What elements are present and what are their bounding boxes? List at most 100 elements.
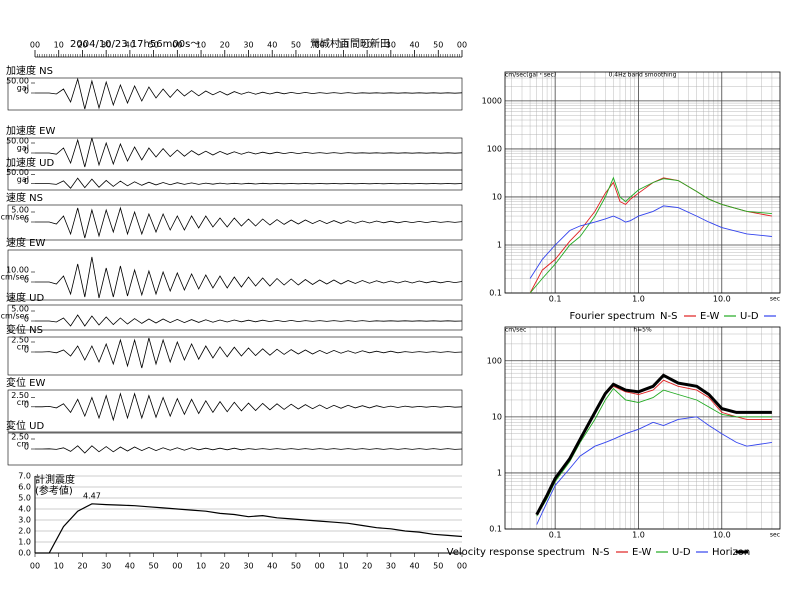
x-tick-label: 30 — [101, 41, 111, 50]
x-tick-label: 0.1 — [549, 295, 562, 304]
x-tick-label: 00 — [315, 41, 325, 50]
plot-subtitle: 0.4Hz band smoothing — [609, 72, 677, 79]
waveform-line — [35, 206, 463, 239]
x-tick-label: 50 — [433, 41, 443, 50]
legend-label: U-D — [740, 311, 759, 322]
unit-label: cm/sec — [1, 273, 29, 282]
x-tick-label: 20 — [77, 41, 87, 50]
y-tick-label: 2.50 — [11, 433, 29, 442]
x-tick-label: 20 — [220, 562, 230, 571]
y-tick-label: 0 — [24, 147, 29, 156]
unit-label: cm — [17, 440, 29, 449]
legend-title: Fourier spectrum — [569, 311, 655, 322]
unit-label: cm/sec — [1, 213, 29, 222]
unit-label: gal — [17, 144, 29, 153]
y-tick-label: 3.0 — [18, 516, 31, 525]
y-tick-label: 2.50 — [11, 336, 29, 345]
peak-label: 4.47 — [83, 491, 101, 500]
intensity-subtitle: (参考値) — [35, 484, 73, 497]
y-axis-label: cm/sec(gal・sec) — [505, 72, 556, 79]
trace-label: 速度 EW — [6, 236, 45, 249]
y-tick-label: 0 — [24, 443, 29, 452]
legend-label: E-W — [632, 547, 652, 558]
x-tick-label: 0.1 — [549, 531, 562, 540]
trace-frame — [7, 389, 463, 433]
y-tick-label: 5.00 — [11, 305, 29, 314]
x-tick-label: 20 — [220, 41, 230, 50]
x-tick-label: 50 — [149, 562, 159, 571]
y-tick-label: 0.1 — [489, 525, 502, 534]
trace-label: 加速度 NS — [6, 64, 53, 77]
y-tick-label: 1 — [497, 240, 502, 249]
x-axis-label: sec — [770, 532, 780, 539]
x-tick-label: 30 — [386, 562, 396, 571]
y-tick-label: 5.00 — [11, 206, 29, 215]
trace-frame — [7, 137, 463, 171]
unit-label: cm — [17, 343, 29, 352]
trace-frame — [7, 204, 463, 241]
legend-label: E-W — [700, 311, 720, 322]
legend-title: Velocity response spectrum — [447, 547, 585, 558]
y-tick-label: 0 — [24, 315, 29, 324]
trace-label: 変位 NS — [6, 323, 43, 336]
x-tick-label: 50 — [149, 41, 159, 50]
legend-label: N-S — [660, 311, 677, 322]
x-tick-label: 10 — [54, 41, 64, 50]
unit-label: gal — [17, 84, 29, 93]
x-tick-label: 40 — [409, 41, 419, 50]
x-tick-label: 50 — [291, 41, 301, 50]
x-tick-label: 50 — [291, 562, 301, 571]
record-time: 2004/10/23 17h56m00s～ — [70, 39, 200, 50]
trace-frame — [7, 336, 463, 376]
x-tick-label: 40 — [267, 41, 277, 50]
trace-frame — [7, 77, 463, 111]
trace-frame — [7, 169, 463, 191]
x-tick-label: 20 — [362, 41, 372, 50]
x-tick-label: 10 — [196, 562, 206, 571]
spectrum-line — [536, 387, 772, 517]
x-tick-label: 40 — [267, 562, 277, 571]
intensity-title: 計測震度 — [35, 473, 75, 486]
station-name: 鶯城村百間町新田 — [310, 37, 390, 50]
waveform-line — [35, 392, 463, 422]
x-tick-label: 20 — [77, 562, 87, 571]
trace-label: 変位 EW — [6, 376, 45, 389]
x-tick-label: 40 — [125, 562, 135, 571]
trace-label: 変位 UD — [6, 419, 44, 432]
x-tick-label: 00 — [30, 562, 40, 571]
x-tick-label: 10.0 — [713, 531, 731, 540]
unit-label: cm — [17, 398, 29, 407]
x-tick-label: 00 — [457, 562, 467, 571]
x-tick-label: 00 — [30, 41, 40, 50]
waveform-line — [35, 337, 463, 369]
x-tick-label: 30 — [243, 562, 253, 571]
trace-label: 速度 NS — [6, 191, 43, 204]
spectrum-line — [535, 373, 772, 516]
unit-label: gal — [17, 175, 29, 184]
x-tick-label: 10 — [54, 562, 64, 571]
y-tick-label: 5.0 — [18, 494, 31, 503]
y-tick-label: 0 — [24, 177, 29, 186]
legend-label: Horizon — [712, 547, 750, 558]
legend-label: U-D — [672, 547, 691, 558]
y-tick-label: 0 — [24, 346, 29, 355]
x-tick-label: 10 — [196, 41, 206, 50]
y-tick-label: 10 — [492, 412, 502, 421]
x-tick-label: 40 — [409, 562, 419, 571]
x-tick-label: 1.0 — [632, 295, 645, 304]
trace-label: 加速度 UD — [6, 156, 54, 169]
trace-label: 速度 UD — [6, 291, 44, 304]
y-tick-label: 10 — [492, 192, 502, 201]
y-tick-label: 2.50 — [11, 391, 29, 400]
intensity-line — [35, 503, 463, 554]
x-tick-label: 00 — [457, 41, 467, 50]
plot-frame — [504, 71, 781, 294]
y-tick-label: 2.0 — [18, 527, 31, 536]
x-tick-label: 30 — [386, 41, 396, 50]
x-tick-label: 00 — [172, 41, 182, 50]
x-tick-label: 40 — [125, 41, 135, 50]
trace-label: 加速度 EW — [6, 124, 55, 137]
unit-label: cm/sec — [1, 312, 29, 321]
